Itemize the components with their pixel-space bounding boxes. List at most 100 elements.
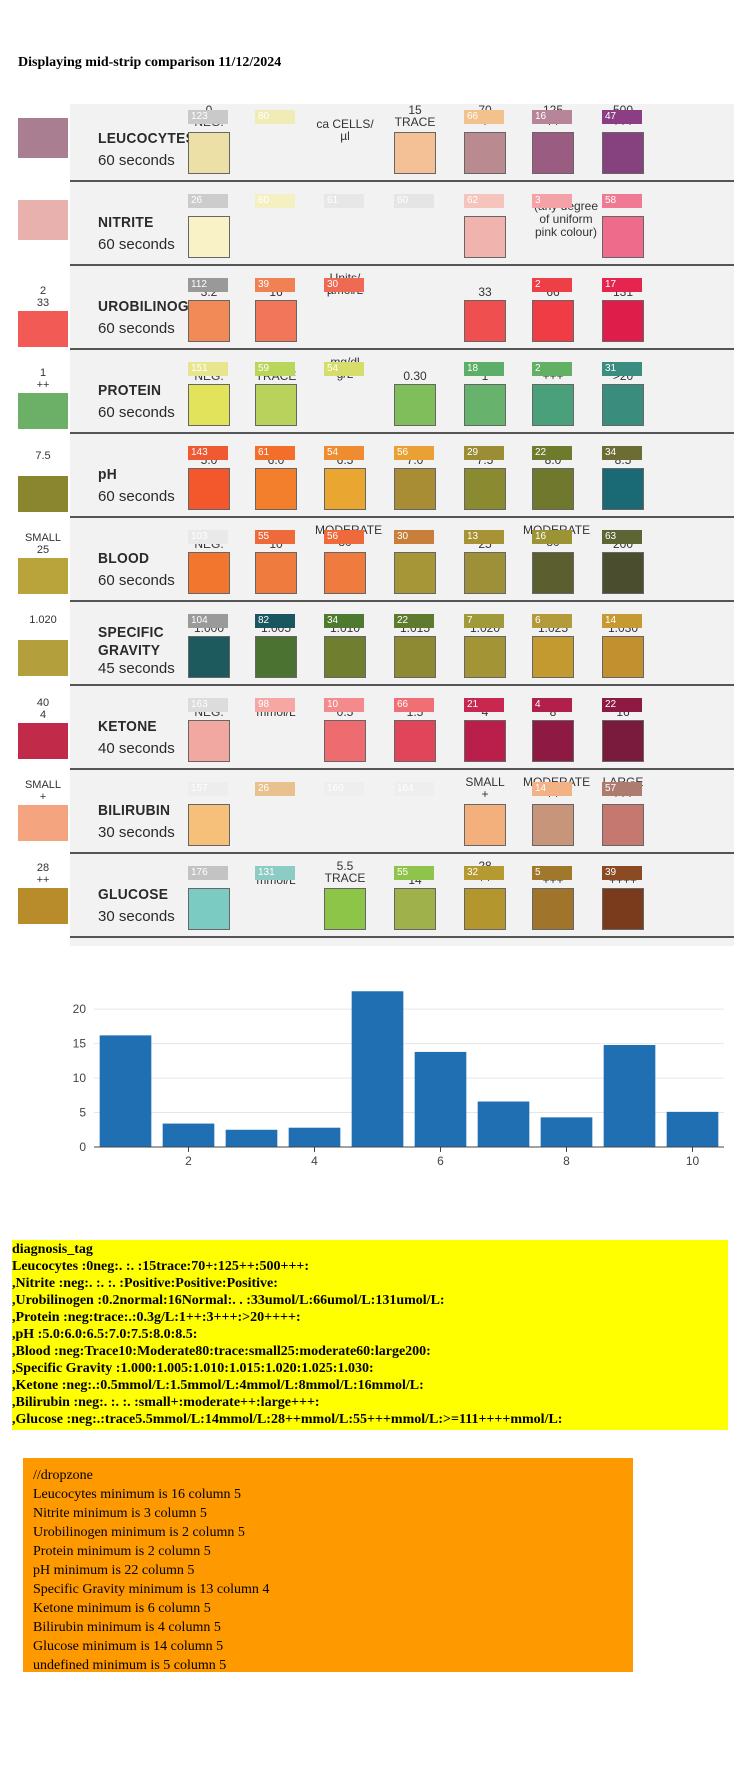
reference-pad <box>255 468 297 510</box>
reference-pad <box>464 720 506 762</box>
reference-pad <box>602 552 644 594</box>
reference-pad <box>464 552 506 594</box>
y-tick-label: 5 <box>79 1106 86 1120</box>
reference-pad <box>532 804 574 846</box>
reference-value: SMALL + <box>465 775 505 801</box>
similarity-badge: 10 <box>324 698 364 712</box>
sample-strip: 2 33 1 ++ 7.5 SMALL 25 1.020 40 4 SMALL + 28 ++ <box>18 108 68 950</box>
test-name: SPECIFIC GRAVITY <box>98 624 164 659</box>
reference-value: 5.5 TRACE <box>324 859 366 885</box>
test-time: 30 seconds <box>98 824 175 841</box>
diagnosis-line: Leucocytes :0neg:. :. :15trace:70+:125++… <box>12 1259 310 1274</box>
dropzone-panel[interactable]: //dropzone Leucocytes minimum is 16 colu… <box>23 1458 633 1673</box>
reference-pad <box>464 888 506 930</box>
dropzone-line: Bilirubin minimum is 4 column 5 <box>33 1620 221 1635</box>
reference-value: 8 <box>549 705 557 719</box>
dropzone-line: Glucose minimum is 14 column 5 <box>33 1639 224 1654</box>
diagnosis-line: ,Bilirubin :neg:. :. :. :small+:moderate… <box>12 1395 320 1410</box>
similarity-badge: 39 <box>255 278 295 292</box>
similarity-badge: 56 <box>324 530 364 544</box>
similarity-badge: 47 <box>602 110 642 124</box>
x-tick-label: 2 <box>185 1154 192 1168</box>
x-tick-label: 4 <box>311 1154 318 1168</box>
similarity-badge: 30 <box>324 278 364 292</box>
similarity-badge: 80 <box>255 110 295 124</box>
diagnosis-line: ,Specific Gravity :1.000:1.005:1.010:1.0… <box>12 1361 374 1376</box>
diagnosis-title: diagnosis_tag <box>12 1242 93 1257</box>
reference-pad <box>464 132 506 174</box>
reference-pad <box>602 384 644 426</box>
diagnosis-line: ,Glucose :neg:.:trace5.5mmol/L:14mmol/L:… <box>12 1412 563 1427</box>
similarity-badge: 3 <box>532 194 572 208</box>
sample-pad <box>18 475 68 512</box>
reference-pad <box>464 468 506 510</box>
test-name: BILIRUBIN <box>98 802 171 819</box>
x-tick-label: 8 <box>563 1154 570 1168</box>
similarity-badge: 7 <box>464 614 504 628</box>
reference-pad <box>188 552 230 594</box>
dropzone-line: Protein minimum is 2 column 5 <box>33 1544 211 1559</box>
similarity-badge: 104 <box>188 614 228 628</box>
bar <box>666 1111 719 1147</box>
test-name: GLUCOSE <box>98 886 169 903</box>
bar <box>540 1117 593 1147</box>
similarity-badge: 2 <box>532 278 572 292</box>
similarity-badge: 18 <box>464 362 504 376</box>
similarity-badge: 34 <box>602 446 642 460</box>
similarity-badge: 32 <box>464 866 504 880</box>
reference-pad <box>602 468 644 510</box>
bar <box>603 1045 656 1147</box>
similarity-badge: 26 <box>255 782 295 796</box>
reference-pad <box>602 636 644 678</box>
reference-pad <box>602 720 644 762</box>
sample-pad <box>18 640 68 677</box>
dropzone-line: pH minimum is 22 column 5 <box>33 1563 195 1578</box>
reference-pad <box>602 804 644 846</box>
reference-pad <box>394 888 436 930</box>
reference-value: 4 <box>481 705 489 719</box>
bar <box>477 1101 530 1147</box>
x-tick-label: 6 <box>437 1154 444 1168</box>
diagnosis-line: ,Nitrite :neg:. :. :. :Positive:Positive… <box>12 1276 278 1291</box>
reference-pad <box>394 636 436 678</box>
similarity-badge: 61 <box>255 446 295 460</box>
reference-pad <box>188 804 230 846</box>
similarity-badge: 6 <box>532 614 572 628</box>
similarity-badge: 82 <box>255 614 295 628</box>
reference-pad <box>394 384 436 426</box>
reference-pad <box>394 720 436 762</box>
dropzone-line: Leucocytes minimum is 16 column 5 <box>33 1487 242 1502</box>
reference-pad <box>464 216 506 258</box>
bar <box>162 1123 215 1147</box>
similarity-badge: 131 <box>255 866 295 880</box>
diagnosis-line: ,Blood :neg:Trace10:Moderate80:trace:sma… <box>12 1344 431 1359</box>
sample-pad <box>18 200 68 241</box>
similarity-badge: 60 <box>255 194 295 208</box>
similarity-badge: 54 <box>324 362 364 376</box>
reference-pad <box>324 888 366 930</box>
reference-pad <box>188 384 230 426</box>
reference-pad <box>602 300 644 342</box>
test-time: 40 seconds <box>98 740 175 757</box>
test-name: PROTEIN <box>98 382 162 399</box>
similarity-badge: 55 <box>255 530 295 544</box>
reference-pad <box>602 132 644 174</box>
similarity-badge: 5 <box>532 866 572 880</box>
similarity-badge: 98 <box>255 698 295 712</box>
sample-label: 1.020 <box>29 614 57 627</box>
x-tick-label: 10 <box>686 1154 700 1168</box>
reference-pad <box>188 720 230 762</box>
y-tick-label: 10 <box>73 1071 87 1085</box>
similarity-badge: 66 <box>394 698 434 712</box>
test-time: 30 seconds <box>98 908 175 925</box>
reference-pad <box>188 636 230 678</box>
reference-pad <box>255 636 297 678</box>
similarity-badge: 31 <box>602 362 642 376</box>
similarity-badge: 2 <box>532 362 572 376</box>
reference-pad <box>602 216 644 258</box>
diagnosis-panel: diagnosis_tag Leucocytes :0neg:. :. :15t… <box>12 1240 728 1430</box>
reference-value: ca CELLS/µl <box>316 117 374 143</box>
similarity-badge: 17 <box>602 278 642 292</box>
